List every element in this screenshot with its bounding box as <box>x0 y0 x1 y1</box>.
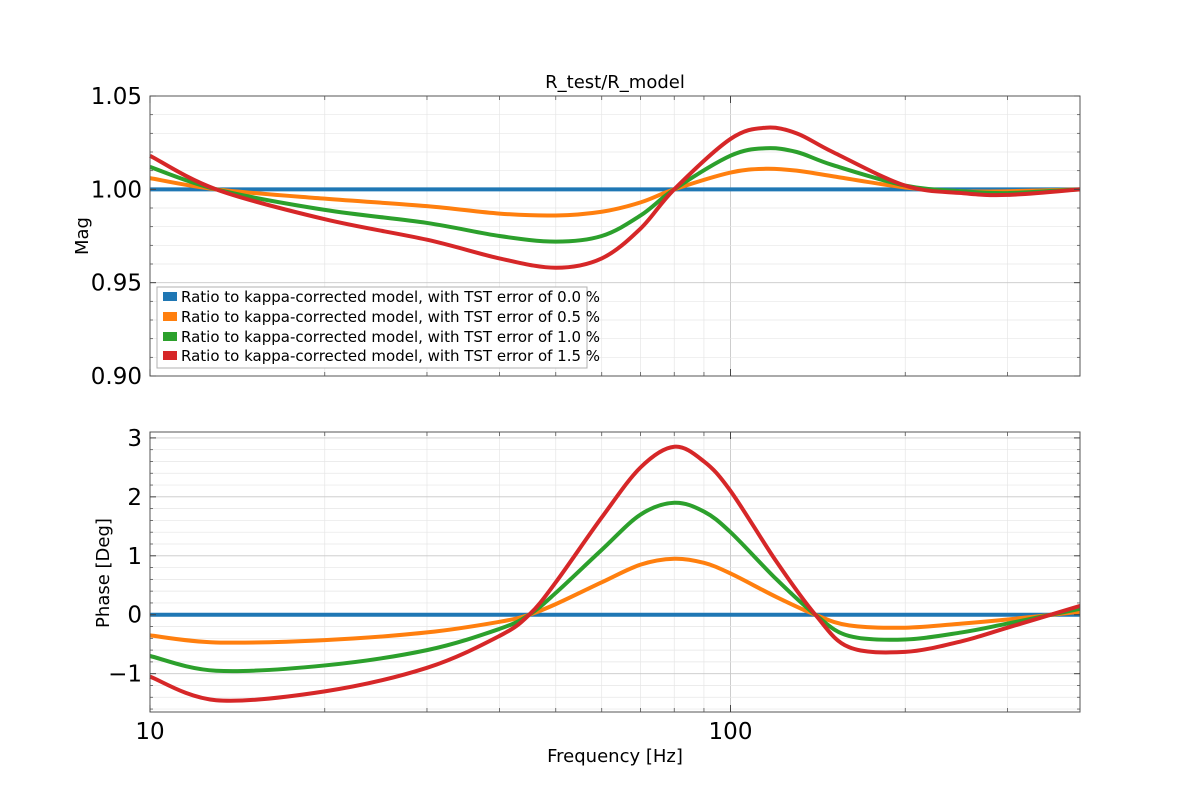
magnitude-y-tick-label: 1.05 <box>91 84 142 110</box>
magnitude-y-axis-label: Mag <box>72 217 93 255</box>
legend-label-tst-1-0: Ratio to kappa-corrected model, with TST… <box>181 328 600 346</box>
legend-label-tst-1-5: Ratio to kappa-corrected model, with TST… <box>181 347 600 365</box>
magnitude-ticks: 1.05 1.00 0.95 0.90 <box>91 84 1081 390</box>
phase-y-tick-label: 0 <box>127 603 142 629</box>
legend: Ratio to kappa-corrected model, with TST… <box>156 286 600 369</box>
phase-series-line-tst-1-5 <box>149 444 1081 703</box>
phase-grid <box>149 432 1081 712</box>
phase-y-axis-label: Phase [Deg] <box>93 518 114 628</box>
chart-title: R_test/R_model <box>545 72 685 93</box>
magnitude-series-line-tst-1-5 <box>149 125 1081 270</box>
phase-axes-frame <box>149 431 1081 713</box>
magnitude-axes-frame <box>149 95 1081 377</box>
legend-swatch-tst-0-0 <box>163 292 177 301</box>
legend-swatch-tst-1-5 <box>163 351 177 360</box>
legend-box <box>156 286 588 369</box>
legend-swatch-tst-0-5 <box>163 312 177 321</box>
x-tick-label: 10 <box>135 719 164 745</box>
legend-swatch-tst-1-0 <box>163 332 177 341</box>
phase-series-line-tst-0-5 <box>149 556 1081 645</box>
x-tick-label: 100 <box>709 719 753 745</box>
legend-label-tst-0-5: Ratio to kappa-corrected model, with TST… <box>181 308 600 326</box>
magnitude-panel: 1.05 1.00 0.95 0.90 Mag <box>72 84 1081 390</box>
phase-y-tick-label: −1 <box>108 662 142 688</box>
magnitude-series-group <box>149 125 1081 270</box>
x-axis-label: Frequency [Hz] <box>547 746 683 767</box>
magnitude-y-tick-label: 1.00 <box>91 177 142 203</box>
legend-label-tst-0-0: Ratio to kappa-corrected model, with TST… <box>181 288 600 306</box>
phase-y-tick-label: 3 <box>127 426 142 452</box>
phase-series-line-tst-1-0 <box>149 500 1081 674</box>
phase-series-group <box>149 444 1081 703</box>
magnitude-y-tick-label: 0.90 <box>91 364 142 390</box>
phase-y-tick-label: 2 <box>127 485 142 511</box>
phase-y-tick-label: 1 <box>127 544 142 570</box>
magnitude-y-tick-label: 0.95 <box>91 271 142 297</box>
